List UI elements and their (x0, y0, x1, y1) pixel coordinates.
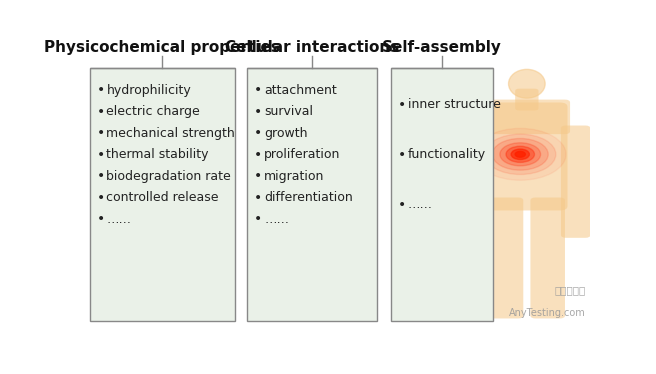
Ellipse shape (508, 69, 545, 98)
FancyBboxPatch shape (489, 197, 523, 319)
Circle shape (492, 138, 548, 170)
Text: •: • (96, 105, 105, 119)
Text: •: • (96, 191, 105, 205)
Circle shape (515, 151, 525, 157)
Circle shape (485, 134, 556, 174)
Bar (247, 68, 377, 321)
Text: •: • (96, 212, 105, 226)
Circle shape (506, 146, 535, 162)
Text: •: • (255, 212, 262, 226)
FancyBboxPatch shape (531, 197, 565, 319)
Text: •: • (255, 148, 262, 162)
Text: •: • (96, 169, 105, 183)
Text: •: • (255, 105, 262, 119)
Text: •: • (96, 148, 105, 162)
Text: controlled release: controlled release (106, 191, 219, 204)
FancyBboxPatch shape (561, 126, 590, 238)
Circle shape (511, 149, 529, 159)
Text: •: • (255, 191, 262, 205)
Text: ……: …… (408, 199, 433, 211)
FancyBboxPatch shape (463, 126, 493, 238)
Text: biodegradation rate: biodegradation rate (106, 170, 231, 183)
Text: proliferation: proliferation (264, 148, 340, 161)
Text: functionality: functionality (408, 148, 486, 161)
Text: 嘉峪检测网: 嘉峪检测网 (554, 285, 585, 295)
FancyBboxPatch shape (515, 89, 539, 111)
Text: •: • (398, 198, 407, 212)
Text: •: • (398, 98, 407, 111)
Text: ……: …… (106, 213, 131, 226)
Bar (90, 68, 235, 321)
Text: ……: …… (264, 213, 289, 226)
Text: •: • (255, 169, 262, 183)
Text: Physicochemical properties: Physicochemical properties (44, 40, 280, 55)
Text: attachment: attachment (264, 84, 337, 97)
Text: •: • (96, 83, 105, 97)
Text: growth: growth (264, 127, 308, 140)
Text: thermal stability: thermal stability (106, 148, 209, 161)
Text: •: • (96, 126, 105, 140)
Text: Self-assembly: Self-assembly (382, 40, 502, 55)
Text: Cellular interactions: Cellular interactions (225, 40, 399, 55)
Text: mechanical strength: mechanical strength (106, 127, 235, 140)
FancyBboxPatch shape (486, 102, 567, 211)
Circle shape (500, 143, 541, 166)
Text: migration: migration (264, 170, 324, 183)
Text: AnyTesting.com: AnyTesting.com (508, 309, 585, 319)
Text: inner structure: inner structure (408, 98, 501, 111)
Text: •: • (398, 148, 407, 162)
Text: electric charge: electric charge (106, 105, 200, 118)
Circle shape (474, 128, 566, 180)
Text: survival: survival (264, 105, 313, 118)
Text: •: • (255, 83, 262, 97)
Bar (391, 68, 493, 321)
Text: •: • (255, 126, 262, 140)
Text: differentiation: differentiation (264, 191, 353, 204)
Text: hydrophilicity: hydrophilicity (106, 84, 191, 97)
FancyBboxPatch shape (483, 99, 570, 134)
